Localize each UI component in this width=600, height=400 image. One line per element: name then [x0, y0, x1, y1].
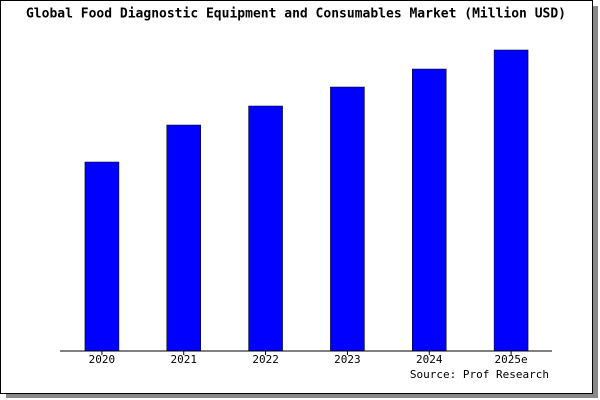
x-tick-label: 2023: [334, 353, 361, 366]
bar: [84, 161, 120, 352]
x-tick-label: 2021: [171, 353, 198, 366]
x-tick-label: 2024: [416, 353, 443, 366]
x-tick-label: 2020: [89, 353, 116, 366]
x-tick-label: 2022: [252, 353, 279, 366]
chart-title: Global Food Diagnostic Equipment and Con…: [26, 7, 566, 22]
bar: [166, 124, 201, 352]
source: Source: Prof Research: [410, 368, 549, 381]
bar: [330, 86, 365, 352]
bar: [412, 68, 447, 352]
x-tick-label: 2025e: [495, 353, 528, 366]
bar: [493, 49, 529, 352]
bar: [248, 105, 283, 352]
